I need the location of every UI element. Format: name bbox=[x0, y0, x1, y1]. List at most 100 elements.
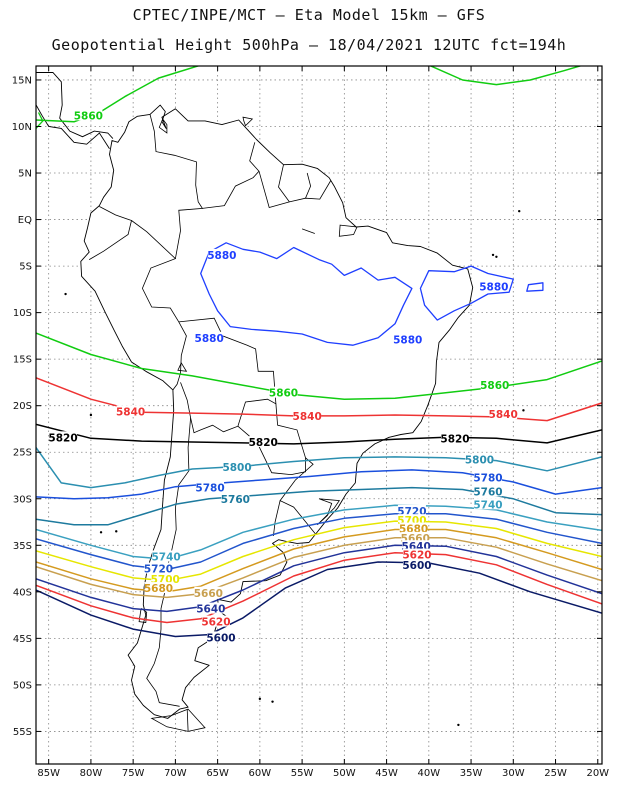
contour-label-5880: 5880 bbox=[393, 335, 422, 347]
lat-tick-label: 10N bbox=[12, 122, 32, 133]
contour-label-5860: 5860 bbox=[480, 380, 509, 392]
small-island bbox=[271, 700, 274, 703]
contour-label-bg bbox=[293, 409, 322, 421]
coastline-central-america bbox=[36, 72, 114, 139]
small-island bbox=[518, 209, 521, 213]
contour-line-5880 bbox=[419, 265, 514, 321]
contour-label-5820: 5820 bbox=[48, 432, 77, 444]
contour-label-bg bbox=[201, 615, 230, 627]
contour-line bbox=[36, 486, 602, 526]
contour-lines bbox=[36, 66, 602, 638]
lat-tick-label: 5S bbox=[19, 262, 32, 273]
lat-tick-label: 55S bbox=[13, 727, 32, 738]
contour-label-bg bbox=[151, 572, 180, 584]
lat-tick-label: 10S bbox=[13, 308, 32, 319]
contour-label-5620: 5620 bbox=[201, 617, 230, 629]
contour-label-5680: 5680 bbox=[144, 583, 173, 595]
contour-label-5760: 5760 bbox=[473, 486, 502, 498]
contour-label-5620: 5620 bbox=[402, 550, 431, 562]
contour-label-bg bbox=[479, 280, 508, 292]
contour-labels: 5880 5880 5880 5880 5860 5860 5860 5840 5840 5840… bbox=[48, 109, 518, 644]
contour-label-5820: 5820 bbox=[249, 437, 278, 449]
contour-label-bg bbox=[402, 558, 431, 570]
country-border bbox=[258, 171, 332, 208]
axis-ticks: 15N 10N 5N EQ 5S 10S 15S 20S 25S 30S 35S 40S 45S 50S 5… bbox=[12, 66, 609, 779]
coastline-central-america bbox=[36, 66, 110, 150]
contour-label-bg bbox=[393, 333, 422, 345]
country-border bbox=[88, 206, 132, 260]
small-island bbox=[89, 413, 93, 417]
country-border bbox=[305, 172, 312, 199]
contour-label-bg bbox=[49, 431, 78, 443]
contour-label-5860: 5860 bbox=[74, 110, 103, 122]
contour-label-bg bbox=[465, 453, 494, 465]
lat-tick-label: EQ bbox=[18, 215, 32, 226]
contour-label-bg bbox=[207, 631, 236, 643]
contour-line bbox=[36, 544, 602, 613]
contour-label-5660: 5660 bbox=[194, 588, 223, 600]
country-border bbox=[186, 709, 189, 732]
island-outline bbox=[338, 224, 358, 237]
lon-tick-label: 25W bbox=[544, 768, 567, 779]
contour-label-bg bbox=[473, 485, 502, 497]
lon-tick-label: 40W bbox=[418, 768, 441, 779]
contour-label-bg bbox=[194, 586, 223, 598]
contour-label-bg bbox=[74, 109, 103, 121]
map-title: CPTEC/INPE/MCT – Eta Model 15km – GFS bbox=[132, 6, 486, 24]
contour-label-bg bbox=[402, 540, 431, 552]
map-frame bbox=[35, 65, 603, 765]
contour-label-bg bbox=[473, 498, 502, 510]
lon-tick-label: 60W bbox=[249, 768, 272, 779]
contour-label-5780: 5780 bbox=[473, 472, 502, 484]
small-island bbox=[495, 255, 498, 258]
contour-label-5600: 5600 bbox=[402, 560, 431, 572]
contour-label-5820: 5820 bbox=[440, 433, 469, 445]
lon-tick-label: 75W bbox=[122, 768, 145, 779]
contour-line-5880 bbox=[526, 282, 544, 292]
map-subtitle: Geopotential Height 500hPa – 18/04/2021 … bbox=[51, 36, 567, 54]
island-outline bbox=[138, 607, 148, 623]
contour-label-5760: 5760 bbox=[221, 494, 250, 506]
contour-label-bg bbox=[196, 602, 225, 614]
lat-tick-label: 50S bbox=[13, 680, 32, 691]
contour-label-bg bbox=[441, 432, 470, 444]
country-border bbox=[202, 142, 260, 209]
lat-tick-label: 20S bbox=[13, 401, 32, 412]
contour-label-5840: 5840 bbox=[489, 409, 518, 421]
contour-label-5880: 5880 bbox=[195, 333, 224, 345]
contour-label-bg bbox=[473, 471, 502, 483]
island-outline bbox=[150, 708, 206, 732]
contour-label-5860: 5860 bbox=[269, 388, 298, 400]
lon-tick-label: 50W bbox=[333, 768, 356, 779]
lat-tick-label: 15N bbox=[12, 75, 32, 86]
coastlines-and-borders bbox=[36, 66, 525, 732]
island-outline bbox=[242, 116, 254, 127]
contour-label-5740: 5740 bbox=[473, 499, 502, 511]
lon-tick-label: 80W bbox=[80, 768, 103, 779]
contour-line bbox=[36, 423, 602, 445]
contour-label-bg bbox=[195, 331, 224, 343]
lon-tick-label: 35W bbox=[460, 768, 483, 779]
contour-label-5780: 5780 bbox=[195, 483, 224, 495]
contour-label-bg bbox=[269, 386, 298, 398]
contour-label-5720: 5720 bbox=[144, 564, 173, 576]
small-island bbox=[115, 530, 118, 533]
contour-label-5840: 5840 bbox=[116, 406, 145, 418]
lon-tick-label: 45W bbox=[375, 768, 398, 779]
contour-label-5640: 5640 bbox=[196, 604, 225, 616]
contour-label-5800: 5800 bbox=[465, 455, 494, 467]
small-island bbox=[491, 253, 495, 257]
lon-tick-label: 55W bbox=[291, 768, 314, 779]
contour-label-bg bbox=[399, 522, 428, 534]
small-island bbox=[64, 292, 67, 296]
lat-tick-label: 5N bbox=[18, 169, 32, 180]
contour-label-bg bbox=[401, 531, 430, 543]
contour-label-bg bbox=[221, 492, 250, 504]
contour-label-bg bbox=[223, 461, 252, 473]
country-border bbox=[278, 164, 290, 203]
contour-label-bg bbox=[249, 435, 278, 447]
lat-tick-label: 25S bbox=[13, 448, 32, 459]
contour-line bbox=[36, 528, 602, 593]
lon-tick-label: 30W bbox=[502, 768, 525, 779]
